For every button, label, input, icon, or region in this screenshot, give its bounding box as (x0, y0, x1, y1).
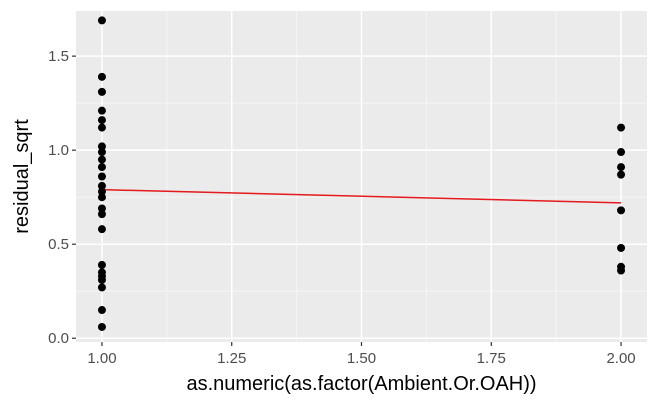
y-tick-label: 0.0 (48, 330, 69, 347)
trend-line-group (101, 188, 622, 204)
major-gridlines (76, 11, 647, 342)
data-point (617, 170, 626, 179)
data-point (97, 163, 106, 172)
y-tick-label: 1.0 (48, 142, 69, 159)
y-axis-title: residual_sqrt (11, 119, 33, 234)
y-tick-label: 0.5 (48, 236, 69, 253)
x-tick-label: 1.50 (347, 350, 376, 367)
data-point (617, 266, 626, 275)
data-point (617, 243, 626, 252)
data-points (97, 16, 626, 331)
data-point (97, 142, 106, 151)
x-tick-label: 2.00 (606, 350, 635, 367)
data-point (97, 187, 106, 196)
data-point (97, 106, 106, 115)
x-tick-label: 1.75 (477, 350, 506, 367)
x-tick-label: 1.25 (217, 350, 246, 367)
trend-line (101, 188, 622, 204)
data-point (97, 123, 106, 132)
data-point (97, 210, 106, 219)
data-point (97, 72, 106, 81)
data-point (97, 116, 106, 125)
x-axis-title: as.numeric(as.factor(Ambient.Or.OAH)) (186, 373, 536, 395)
data-point (97, 155, 106, 164)
data-point (617, 206, 626, 215)
data-point (97, 193, 106, 202)
data-point (97, 16, 106, 25)
data-point (617, 123, 626, 132)
data-point (97, 181, 106, 190)
data-point (97, 204, 106, 213)
y-tick-label: 1.5 (48, 48, 69, 65)
data-point (97, 275, 106, 284)
data-point (97, 260, 106, 269)
x-tick-label: 1.00 (87, 350, 116, 367)
data-point (617, 148, 626, 157)
y-axis-ticks: 0.0 0.5 1.0 1.5 (48, 48, 76, 347)
data-point (617, 163, 626, 172)
data-point (97, 172, 106, 181)
data-point (97, 283, 106, 292)
data-point (97, 148, 106, 157)
data-point (97, 87, 106, 96)
data-point (97, 225, 106, 234)
data-point (97, 322, 106, 331)
x-axis-ticks: 1.00 1.25 1.50 1.75 2.00 (87, 342, 636, 367)
data-point (97, 306, 106, 315)
